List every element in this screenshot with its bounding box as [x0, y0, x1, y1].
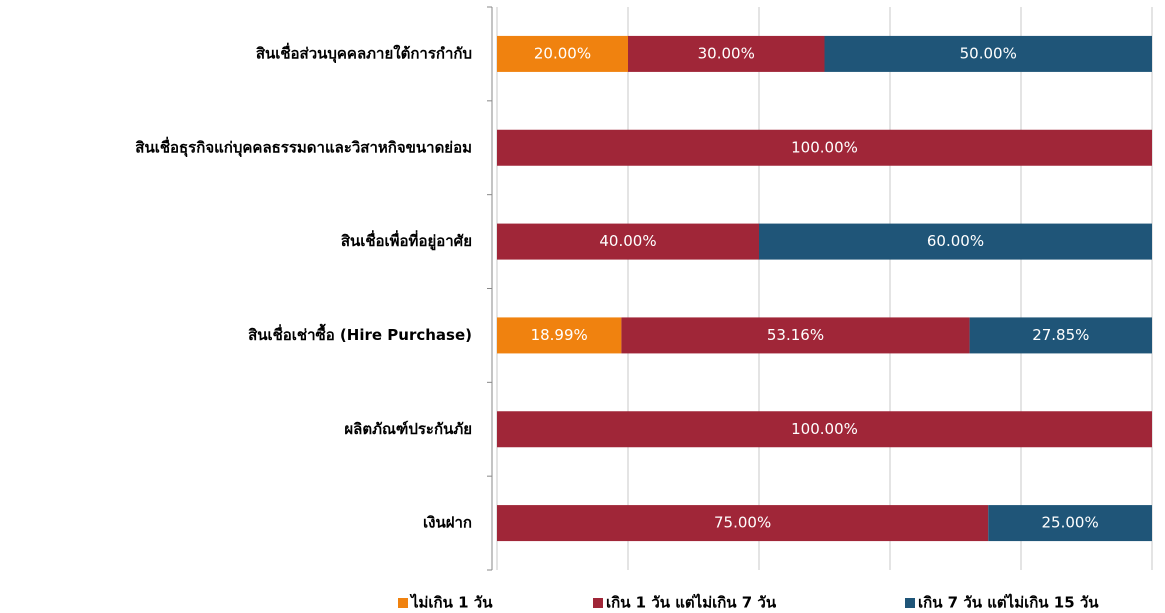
category-label: สินเชื่อเพื่อที่อยู่อาศัย — [341, 230, 472, 251]
category-label: เงินฝาก — [423, 514, 472, 532]
category-label: สินเชื่อธุรกิจแก่บุคคลธรรมดาและวิสาหกิจข… — [135, 136, 472, 157]
value-label: 40.00% — [599, 232, 656, 250]
value-label: 18.99% — [531, 326, 588, 344]
bar-segment — [628, 35, 825, 72]
legend-swatch — [905, 598, 915, 608]
bar-segment — [759, 223, 1152, 260]
legend-label: ไม่เกิน 1 วัน — [409, 593, 493, 612]
legend-label: เกิน 1 วัน แต่ไม่เกิน 7 วัน — [606, 593, 777, 612]
bar-segment — [621, 317, 970, 354]
value-label: 60.00% — [927, 232, 984, 250]
bar-segment — [497, 505, 989, 542]
legend-label: เกิน 7 วัน แต่ไม่เกิน 15 วัน — [918, 593, 1099, 612]
bar-segment — [497, 411, 1152, 448]
bar-segment — [824, 35, 1152, 72]
category-label: สินเชื่อส่วนบุคคลภายใต้การกำกับ — [256, 42, 472, 63]
value-label: 27.85% — [1032, 326, 1089, 344]
category-label: สินเชื่อเช่าซื้อ (Hire Purchase) — [248, 323, 472, 344]
value-label: 50.00% — [960, 44, 1017, 62]
bar-segment — [497, 35, 628, 72]
bar-segment — [969, 317, 1152, 354]
bar-segment — [497, 317, 622, 354]
value-label: 75.00% — [714, 514, 771, 532]
legend-swatch — [593, 598, 603, 608]
legend-swatch — [398, 598, 408, 608]
bar-segment — [497, 129, 1152, 166]
value-label: 30.00% — [698, 44, 755, 62]
value-label: 100.00% — [791, 420, 858, 438]
value-label: 20.00% — [534, 44, 591, 62]
bar-segment — [497, 223, 759, 260]
bar-segment — [988, 505, 1152, 542]
value-label: 100.00% — [791, 138, 858, 156]
value-label: 53.16% — [767, 326, 824, 344]
category-label: ผลิตภัณฑ์ประกันภัย — [344, 420, 472, 438]
value-label: 25.00% — [1042, 514, 1099, 532]
